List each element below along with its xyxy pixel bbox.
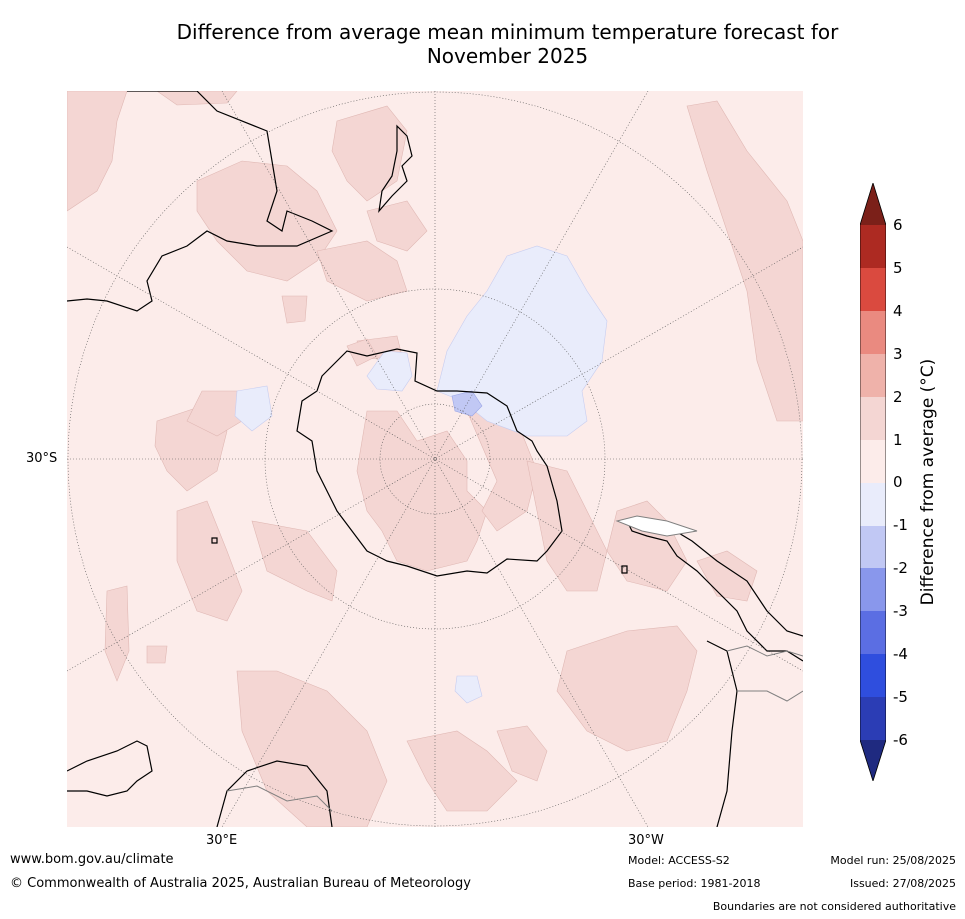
lon-label-30w: 30°W xyxy=(628,833,664,848)
colorbar-tick: 6 xyxy=(893,216,903,234)
colorbar-svg xyxy=(859,181,887,783)
colorbar-band-m3-m2 xyxy=(860,568,886,611)
colorbar-extend-max xyxy=(860,183,886,225)
colorbar-tick: 5 xyxy=(893,259,903,277)
polar-map[interactable] xyxy=(67,91,803,827)
colorbar-band-5-6 xyxy=(860,225,886,268)
footer-disclaimer: Boundaries are not considered authoritat… xyxy=(712,900,956,913)
colorbar-tick: -5 xyxy=(893,688,908,706)
map-svg xyxy=(67,91,803,827)
country-borders xyxy=(226,645,803,812)
andes-region xyxy=(615,515,698,537)
colorbar-tick: -2 xyxy=(893,559,908,577)
colorbar-tick: 4 xyxy=(893,302,903,320)
colorbar-tick: -6 xyxy=(893,731,908,749)
colorbar-tick: -1 xyxy=(893,516,908,534)
colorbar-tick: -3 xyxy=(893,602,908,620)
colorbar-extend-min xyxy=(860,740,886,781)
footer-base-period: Base period: 1981-2018 xyxy=(628,877,761,890)
title-line-2: November 2025 xyxy=(426,44,589,68)
warm-anomaly-regions xyxy=(67,91,803,827)
colorbar-band-m5-m4 xyxy=(860,654,886,697)
colorbar-band-3-4 xyxy=(860,311,886,354)
footer-model: Model: ACCESS-S2 xyxy=(628,854,730,867)
colorbar-band-4-5 xyxy=(860,268,886,311)
graticule xyxy=(67,91,803,827)
colorbar-tick: 0 xyxy=(893,473,903,491)
lon-label-30e: 30°E xyxy=(206,833,238,848)
map-title: Difference from average mean minimum tem… xyxy=(60,20,955,68)
colorbar-label: Difference from average (°C) xyxy=(918,358,938,606)
footer-copyright: © Commonwealth of Australia 2025, Austra… xyxy=(10,876,471,891)
cool-anomaly-regions xyxy=(234,245,608,704)
title-line-1: Difference from average mean minimum tem… xyxy=(176,20,839,44)
colorbar-band-m4-m3 xyxy=(860,611,886,654)
colorbar-tick: -4 xyxy=(893,645,908,663)
colorbar-tick: 3 xyxy=(893,345,903,363)
colorbar-band-m2-m1 xyxy=(860,526,886,568)
colorbar-band-m6-m5 xyxy=(860,697,886,740)
colorbar-band-2-3 xyxy=(860,354,886,397)
colorbar xyxy=(859,181,887,783)
colorbar-tick: 1 xyxy=(893,431,903,449)
lat-label-30s: 30°S xyxy=(26,451,58,466)
colorbar-band-0-1 xyxy=(860,440,886,483)
footer-model-run: Model run: 25/08/2025 xyxy=(830,854,956,867)
footer-issued: Issued: 27/08/2025 xyxy=(849,877,956,890)
colorbar-band-1-2 xyxy=(860,397,886,440)
footer-website-link[interactable]: www.bom.gov.au/climate xyxy=(10,852,174,867)
colorbar-tick: 2 xyxy=(893,388,903,406)
colorbar-band-m1-0 xyxy=(860,483,886,526)
